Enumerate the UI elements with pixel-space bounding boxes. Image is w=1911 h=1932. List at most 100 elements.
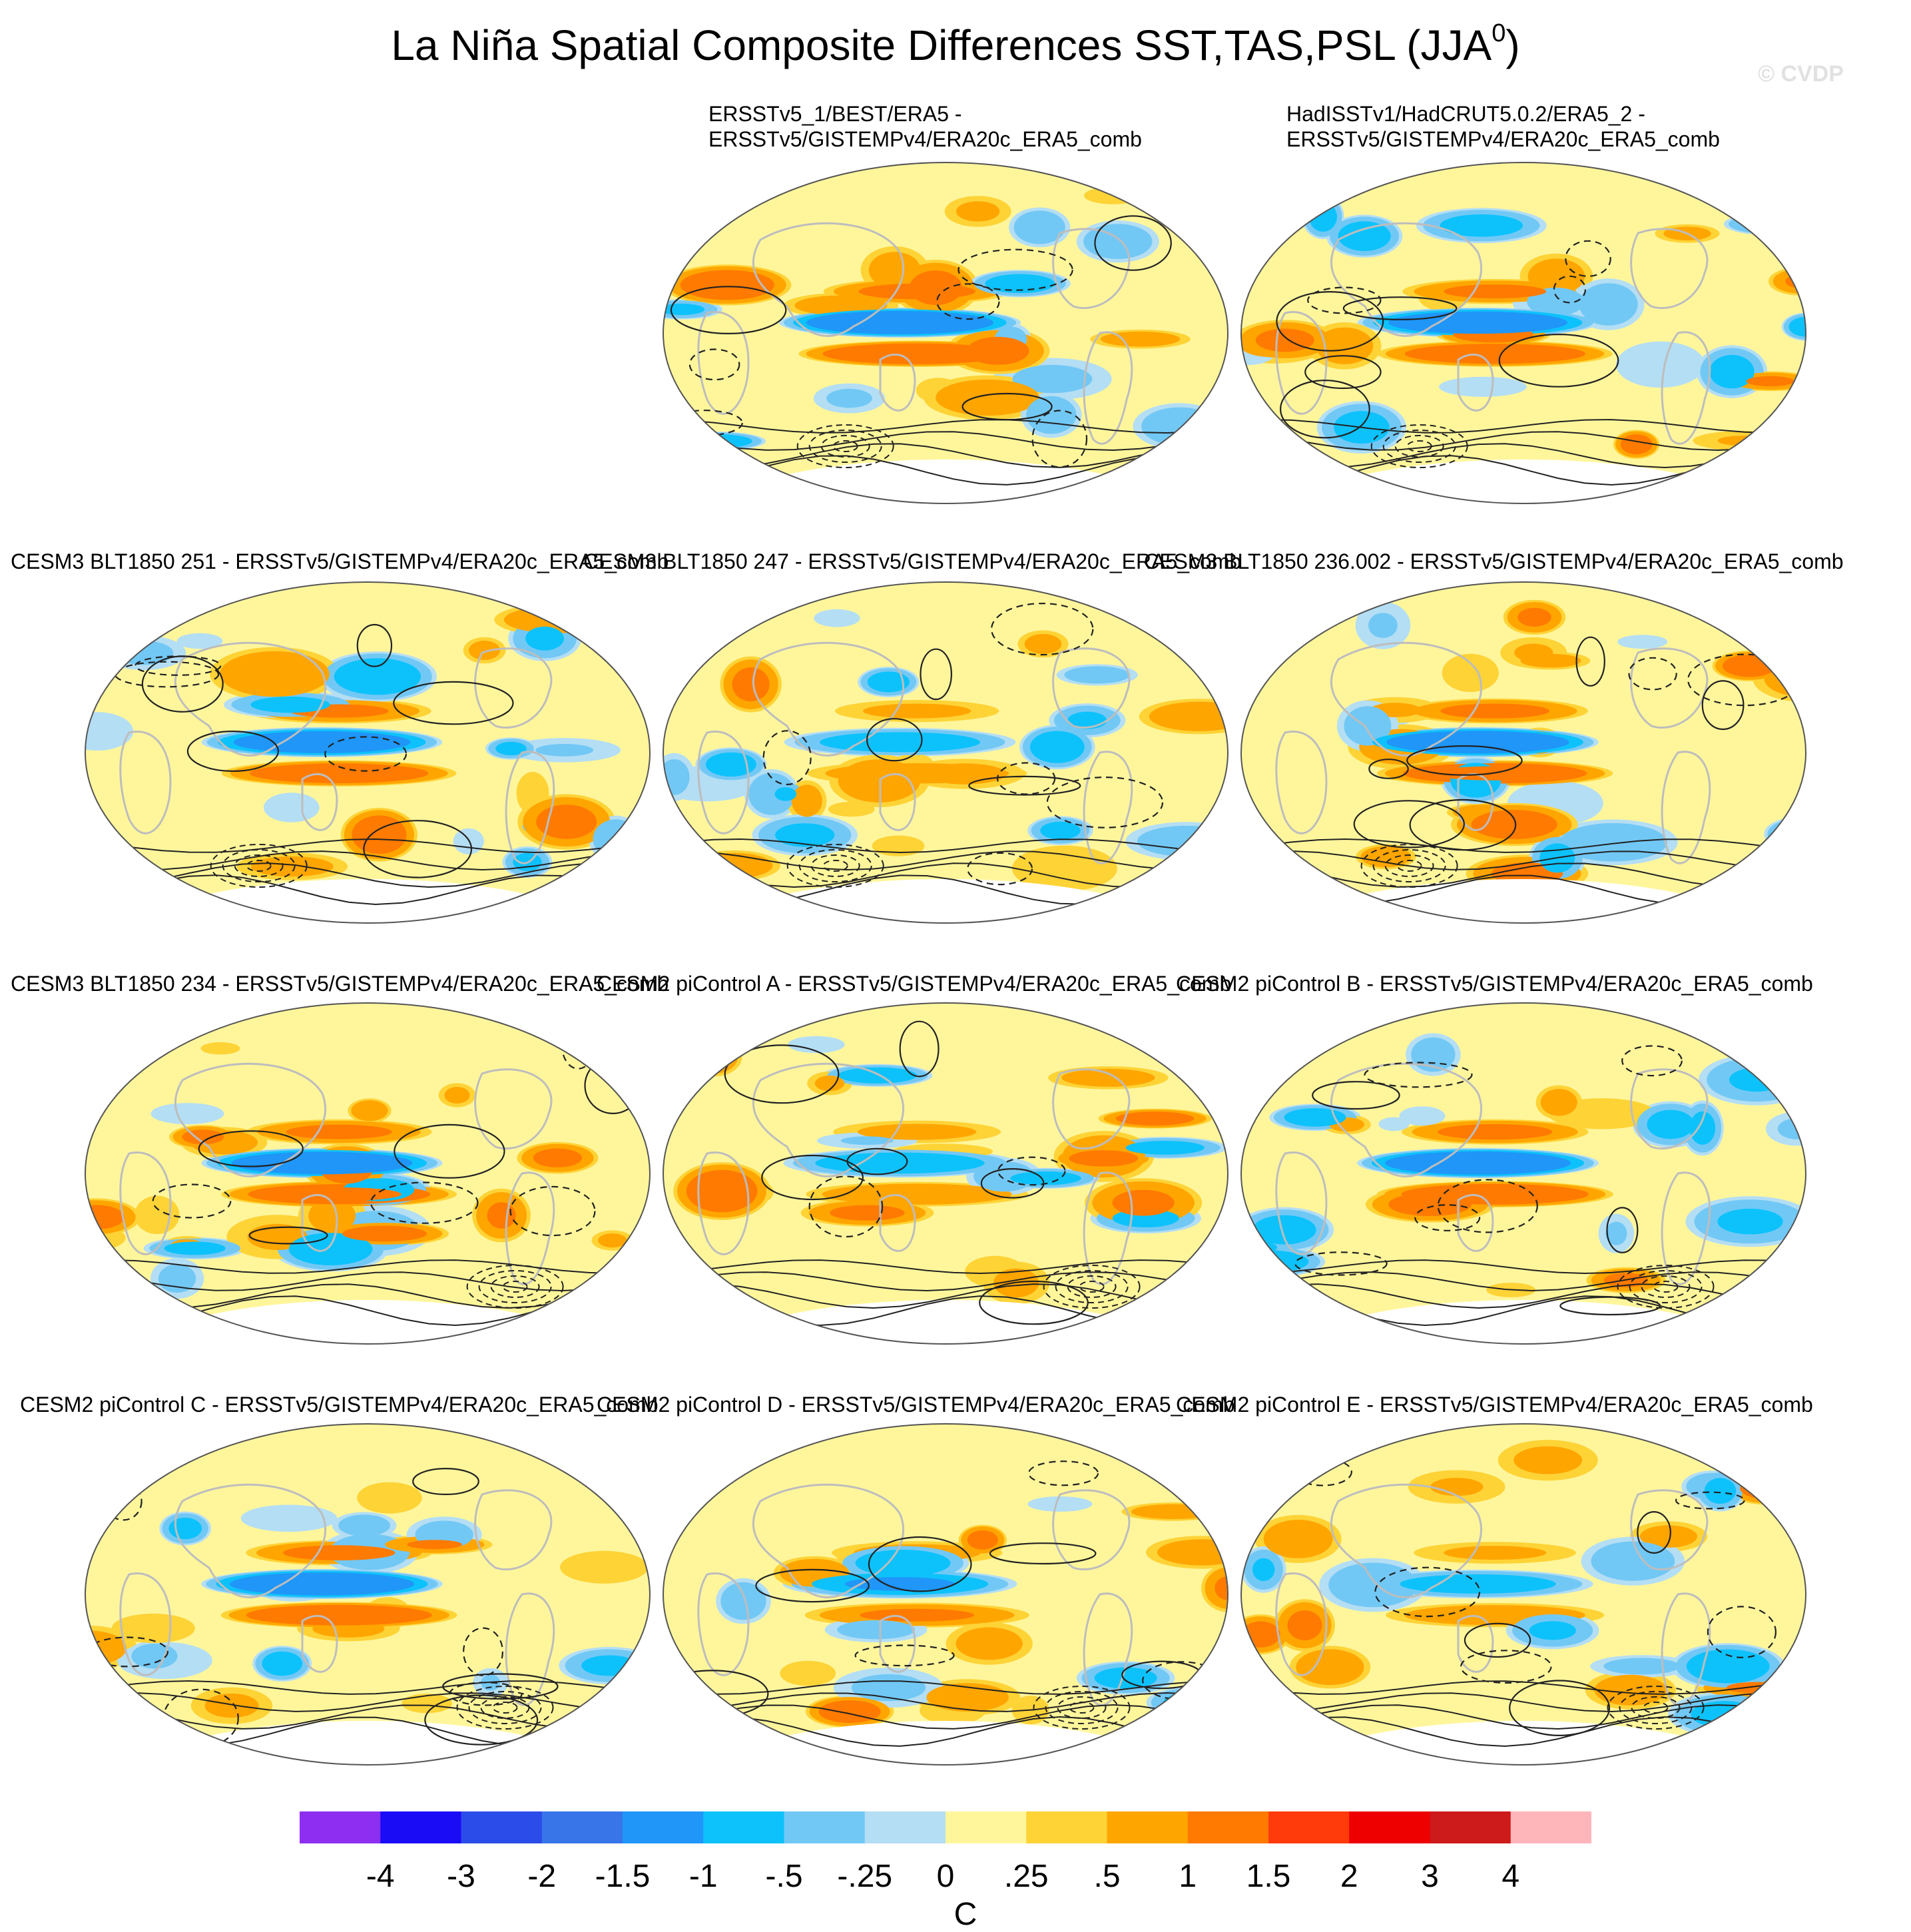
psl-contour (1653, 1281, 1679, 1293)
land-outline (1052, 647, 1131, 729)
cold-anomaly (604, 1460, 650, 1495)
psl-contour (1370, 424, 1468, 468)
cold-anomaly (775, 823, 835, 847)
psl-contour (1312, 1081, 1400, 1110)
panel-label-1: ERSSTv5_1/BEST/ERA5 - ERSSTv5/GISTEMPv4/E… (708, 102, 1142, 151)
psl-contour (1360, 844, 1458, 888)
land-outline (1630, 647, 1709, 729)
colorbar-tick-label: -.5 (765, 1859, 803, 1894)
warm-anomaly (1639, 1525, 1697, 1548)
psl-contour (1641, 1275, 1691, 1298)
cold-anomaly (840, 1136, 894, 1145)
psl-contour (1241, 418, 1798, 434)
map-panel-11 (1240, 1423, 1806, 1766)
warm-anomaly (1693, 431, 1795, 451)
map-panel-1 (663, 162, 1228, 504)
cold-anomaly (1012, 364, 1093, 394)
cold-anomaly (1344, 706, 1392, 746)
colorbar-swatch (300, 1811, 381, 1843)
psl-contour (663, 838, 1221, 854)
land-outline (1275, 1151, 1328, 1255)
warm-anomaly (838, 759, 920, 803)
psl-contour (980, 1167, 1045, 1199)
warm-anomaly (351, 1100, 388, 1122)
psl-contour (466, 1265, 564, 1309)
cold-anomaly (1778, 206, 1806, 232)
psl-contour (468, 1691, 542, 1724)
cold-anomaly (1029, 731, 1085, 763)
psl-contour (135, 655, 222, 676)
psl-contour (152, 1183, 232, 1219)
land-outline (505, 1592, 555, 1706)
warm-anomaly (860, 1608, 975, 1622)
land-outline (474, 647, 553, 729)
colorbar-tick-label: -1 (688, 1859, 718, 1894)
colorbar-tick-label: -2 (527, 1859, 557, 1894)
map-panel-2 (1240, 162, 1806, 504)
colorbar-tick-label: 2 (1340, 1859, 1358, 1894)
map-panel-8 (1240, 1002, 1806, 1345)
colorbar-swatch (1349, 1811, 1430, 1843)
warm-anomaly (283, 1545, 396, 1560)
psl-contour (670, 286, 787, 335)
land-outline (879, 1614, 916, 1673)
land-outline (1661, 1592, 1711, 1706)
warm-anomaly (663, 1054, 716, 1072)
psl-contour (1675, 1491, 1745, 1510)
psl-contour (1384, 854, 1434, 877)
cold-anomaly (1788, 316, 1806, 337)
cold-anomaly (176, 633, 223, 649)
psl-contour (796, 424, 894, 468)
psl-contour (85, 838, 643, 854)
cold-anomaly (614, 1464, 650, 1491)
psl-contour (502, 1281, 528, 1293)
cold-anomaly (1617, 635, 1668, 649)
psl-contour (1607, 1686, 1705, 1730)
colorbar-tick-label: 4 (1502, 1859, 1520, 1894)
warm-anomaly (967, 1530, 998, 1550)
psl-contour (1046, 777, 1164, 828)
warm-anomaly (686, 1169, 758, 1213)
warm-anomaly (1438, 1124, 1553, 1140)
psl-contour (663, 1259, 1221, 1275)
panel-label-4: CESM3 BLT1850 247 - ERSSTv5/GISTEMPv4/ER… (583, 549, 1242, 573)
cold-anomaly (85, 712, 134, 751)
cold-anomaly (677, 434, 752, 449)
psl-contour (1279, 380, 1370, 439)
psl-contour (810, 854, 860, 877)
psl-contour (1707, 1606, 1777, 1658)
warm-anomaly (1717, 436, 1770, 446)
cold-anomaly (1709, 354, 1755, 389)
psl-contour (1553, 275, 1586, 304)
panel-label-5: CESM3 BLT1850 236.002 - ERSSTv5/GISTEMPv… (1144, 549, 1844, 573)
warm-anomaly (352, 815, 407, 854)
map-border (1240, 1423, 1806, 1766)
warm-anomaly (686, 1038, 742, 1077)
cold-anomaly (334, 658, 421, 695)
cold-anomaly (838, 1067, 917, 1084)
warm-anomaly (272, 1608, 406, 1623)
psl-contour (1241, 850, 1798, 870)
cold-anomaly (1284, 1108, 1346, 1127)
warm-anomaly (402, 1694, 452, 1714)
cold-anomaly (453, 828, 484, 854)
psl-contour (996, 762, 1056, 795)
cold-anomaly (1400, 1574, 1556, 1594)
warm-anomaly (680, 270, 774, 300)
warm-anomaly (1316, 327, 1374, 364)
cold-anomaly (1399, 1106, 1446, 1126)
psl-contour (393, 681, 514, 725)
panel-label-11: CESM2 piControl E - ERSSTv5/GISTEMPv4/ER… (1176, 1393, 1813, 1417)
colorbar-swatch (623, 1811, 704, 1843)
psl-contour (1701, 680, 1745, 731)
colorbar-swatch (541, 1811, 623, 1843)
psl-contour (509, 1185, 596, 1237)
land-outline (1275, 731, 1328, 834)
cold-anomaly (150, 1103, 224, 1125)
cold-anomaly (1647, 1110, 1695, 1139)
psl-contour (854, 1644, 955, 1667)
psl-contour (480, 1696, 530, 1719)
cold-anomaly (1761, 199, 1806, 239)
psl-contour (1241, 1680, 1798, 1696)
land-outline (752, 1062, 905, 1177)
